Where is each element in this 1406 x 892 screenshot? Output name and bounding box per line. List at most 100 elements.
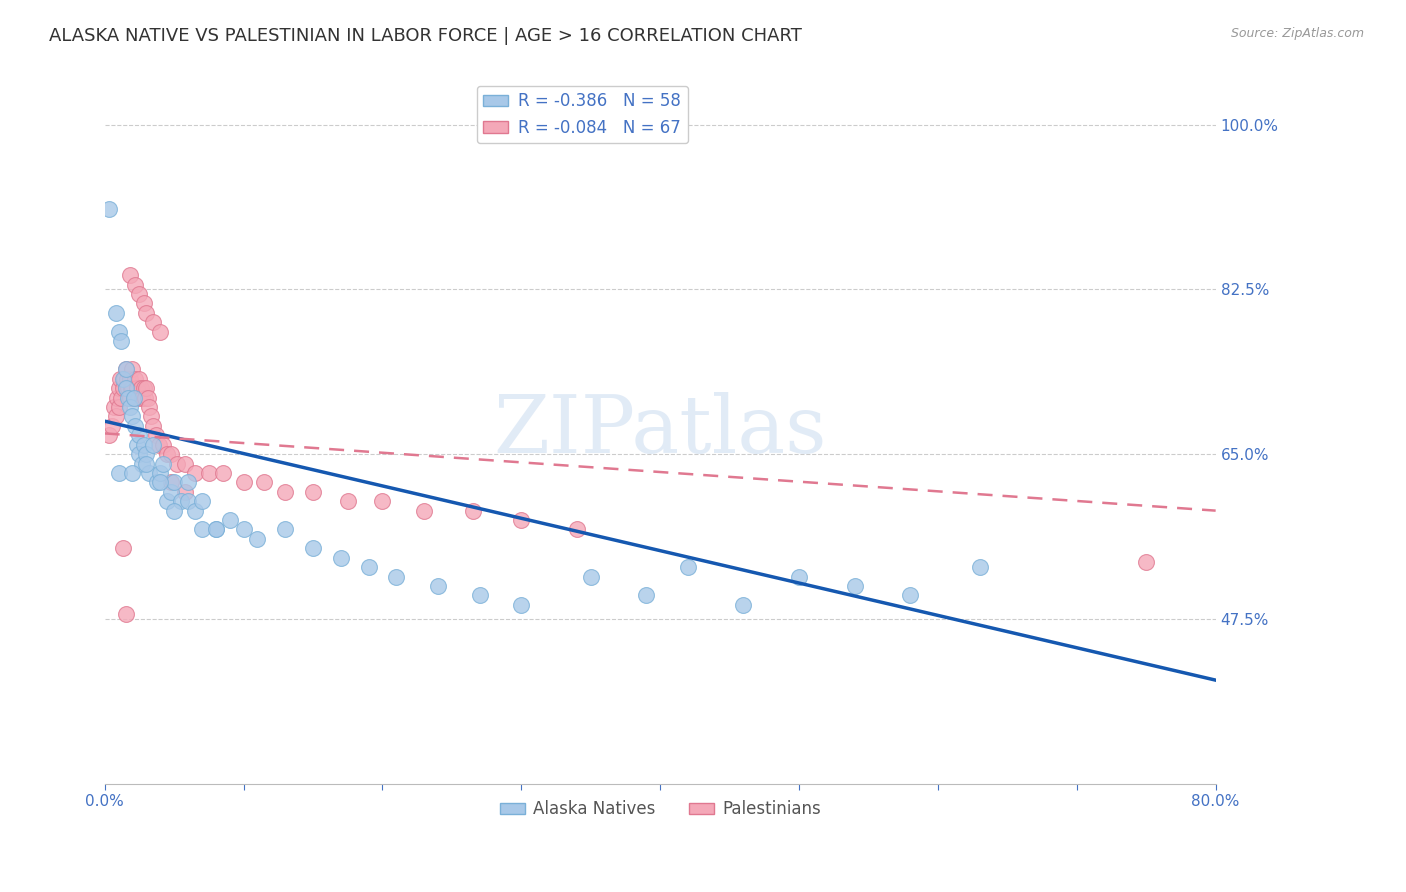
Point: [135, 381, 157, 395]
Point: [302, 541, 325, 556]
Point: [105, 391, 128, 405]
Point: [274, 484, 297, 499]
Point: [114, 362, 136, 376]
Point: [163, 475, 186, 490]
Point: [122, 391, 145, 405]
Point: [733, 598, 755, 612]
Point: [468, 588, 491, 602]
Point: [142, 438, 165, 452]
Point: [118, 391, 141, 405]
Point: [138, 466, 160, 480]
Point: [246, 532, 269, 546]
Point: [111, 381, 134, 395]
Point: [413, 503, 436, 517]
Point: [124, 391, 146, 405]
Point: [117, 381, 139, 395]
Point: [127, 391, 149, 405]
Point: [121, 381, 143, 395]
Point: [636, 588, 658, 602]
Point: [104, 409, 127, 424]
Point: [177, 494, 200, 508]
Point: [128, 287, 150, 301]
Point: [184, 503, 207, 517]
Point: [136, 391, 159, 405]
Point: [135, 457, 157, 471]
Point: [107, 400, 129, 414]
Point: [131, 457, 153, 471]
Point: [676, 560, 699, 574]
Point: [198, 466, 221, 480]
Point: [125, 381, 148, 395]
Point: [898, 588, 921, 602]
Point: [156, 447, 179, 461]
Point: [118, 268, 141, 283]
Point: [121, 409, 143, 424]
Text: Source: ZipAtlas.com: Source: ZipAtlas.com: [1230, 27, 1364, 40]
Point: [135, 306, 157, 320]
Point: [139, 409, 162, 424]
Point: [103, 400, 125, 414]
Point: [120, 381, 142, 395]
Point: [177, 475, 200, 490]
Point: [969, 560, 991, 574]
Text: ZIPatlas: ZIPatlas: [494, 392, 827, 469]
Legend: Alaska Natives, Palestinians: Alaska Natives, Palestinians: [494, 794, 827, 825]
Point: [336, 494, 359, 508]
Point: [125, 438, 148, 452]
Point: [184, 466, 207, 480]
Point: [166, 457, 188, 471]
Point: [124, 418, 146, 433]
Point: [142, 418, 165, 433]
Point: [110, 334, 132, 348]
Point: [142, 315, 165, 329]
Point: [156, 494, 179, 508]
Point: [427, 579, 450, 593]
Point: [211, 466, 233, 480]
Point: [253, 475, 276, 490]
Point: [100, 418, 122, 433]
Point: [385, 569, 408, 583]
Point: [145, 428, 167, 442]
Point: [357, 560, 380, 574]
Point: [152, 457, 174, 471]
Point: [124, 372, 146, 386]
Point: [108, 372, 131, 386]
Point: [163, 503, 186, 517]
Point: [128, 447, 150, 461]
Point: [121, 362, 143, 376]
Point: [149, 475, 172, 490]
Point: [114, 607, 136, 622]
Point: [149, 466, 172, 480]
Point: [97, 428, 120, 442]
Point: [149, 325, 172, 339]
Text: ALASKA NATIVE VS PALESTINIAN IN LABOR FORCE | AGE > 16 CORRELATION CHART: ALASKA NATIVE VS PALESTINIAN IN LABOR FO…: [49, 27, 801, 45]
Point: [232, 475, 254, 490]
Point: [114, 381, 136, 395]
Point: [132, 438, 155, 452]
Point: [170, 494, 193, 508]
Point: [135, 447, 157, 461]
Point: [1135, 556, 1157, 570]
Point: [97, 202, 120, 217]
Point: [134, 391, 156, 405]
Point: [160, 447, 183, 461]
Point: [121, 466, 143, 480]
Point: [160, 484, 183, 499]
Point: [128, 428, 150, 442]
Point: [579, 569, 602, 583]
Point: [107, 381, 129, 395]
Point: [204, 523, 226, 537]
Point: [461, 503, 484, 517]
Point: [329, 550, 352, 565]
Point: [302, 484, 325, 499]
Point: [129, 381, 152, 395]
Point: [104, 306, 127, 320]
Point: [111, 541, 134, 556]
Point: [115, 372, 138, 386]
Point: [148, 438, 170, 452]
Point: [118, 372, 141, 386]
Point: [132, 296, 155, 310]
Point: [787, 569, 810, 583]
Point: [191, 494, 214, 508]
Point: [111, 372, 134, 386]
